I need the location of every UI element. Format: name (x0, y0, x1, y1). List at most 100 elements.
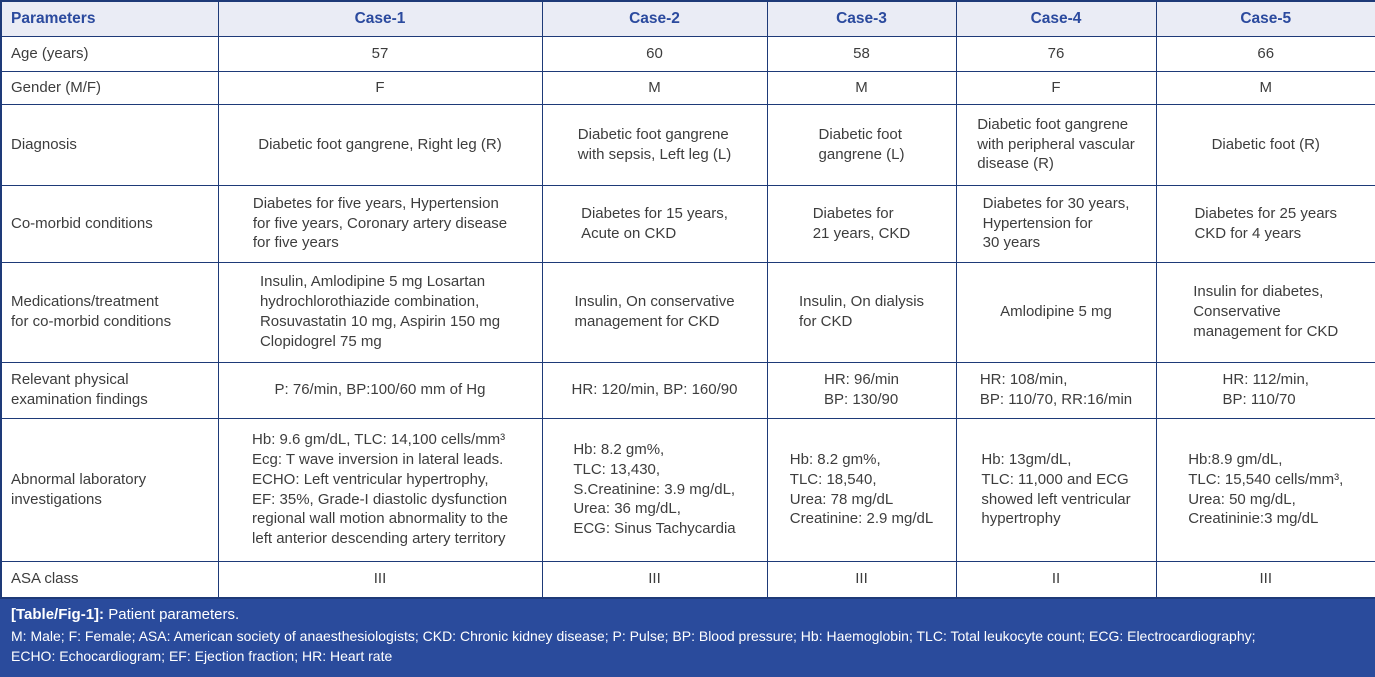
cell-text: M (648, 78, 661, 96)
cell-text: Diabetes for 15 years, Acute on CKD (581, 204, 728, 242)
cell-text: Diabetic foot gangrene with peripheral v… (977, 115, 1135, 173)
cell-text: 60 (646, 44, 663, 62)
data-cell: Insulin, On dialysis for CKD (766, 261, 957, 363)
data-cell: Insulin, Amlodipine 5 mg Losartan hydroc… (217, 261, 543, 363)
cell-text: Diabetes for five years, Hypertension fo… (252, 194, 508, 252)
cell-text: Hb: 8.2 gm%, TLC: 13,430, S.Creatinine: … (573, 441, 736, 538)
data-cell: P: 76/min, BP:100/60 mm of Hg (217, 361, 543, 419)
row-label: Age (years) (0, 35, 219, 72)
table-caption: [Table/Fig-1]: Patient parameters. (11, 606, 1364, 623)
cell-text: Diabetes for 25 years CKD for 4 years (1194, 204, 1338, 242)
data-cell: Hb: 8.2 gm%, TLC: 13,430, S.Creatinine: … (541, 417, 768, 562)
row-label: Relevant physical examination findings (0, 361, 219, 419)
cell-text: Diabetes for 30 years, Hypertension for … (982, 194, 1130, 252)
table-row: Diagnosis Diabetic foot gangrene, Right l… (0, 103, 1375, 186)
data-cell: III (1155, 560, 1375, 599)
row-label: Medications/treatment for co-morbid cond… (0, 261, 219, 363)
data-cell: Diabetes for five years, Hypertension fo… (217, 184, 543, 263)
case-column-header: Case-1 (217, 0, 543, 37)
table-row: Co-morbid conditions Diabetes for five ye… (0, 184, 1375, 263)
cell-text: Diabetic foot (R) (1211, 135, 1320, 153)
table-row: Relevant physical examination findings P:… (0, 361, 1375, 419)
data-cell: Hb:8.9 gm/dL, TLC: 15,540 cells/mm³, Ure… (1155, 417, 1375, 562)
data-cell: Insulin for diabetes, Conservative manag… (1155, 261, 1375, 363)
case-column-header: Case-4 (955, 0, 1157, 37)
cell-text: M (1259, 78, 1273, 96)
data-cell: F (217, 70, 543, 105)
cell-text: F (1051, 78, 1061, 96)
data-cell: M (766, 70, 957, 105)
cell-text: HR: 96/min BP: 130/90 (823, 371, 900, 408)
data-cell: Hb: 8.2 gm%, TLC: 18,540, Urea: 78 mg/dL… (766, 417, 957, 562)
cell-text: Diabetic foot gangrene (L) (818, 125, 905, 163)
data-cell: HR: 108/min, BP: 110/70, RR:16/min (955, 361, 1157, 419)
data-cell: 58 (766, 35, 957, 72)
cell-text: Diabetic foot gangrene, Right leg (R) (258, 135, 502, 153)
data-cell: Hb: 13gm/dL, TLC: 11,000 and ECG showed … (955, 417, 1157, 562)
table-header-row: Parameters Case-1 Case-2 Case-3 Case-4 Case-5 (0, 0, 1375, 37)
data-cell: III (541, 560, 768, 599)
table-row: Abnormal laboratory investigations Hb: 9.… (0, 417, 1375, 562)
data-cell: Diabetic foot gangrene (L) (766, 103, 957, 186)
cell-text: P: 76/min, BP:100/60 mm of Hg (274, 381, 486, 399)
table-row: Gender (M/F) F M M F M (0, 70, 1375, 105)
table-caption-bar: [Table/Fig-1]: Patient parameters. M: Ma… (0, 599, 1375, 677)
cell-text: Hb: 13gm/dL, TLC: 11,000 and ECG showed … (981, 450, 1131, 528)
cell-text: III (373, 570, 387, 588)
abbreviations-footnote-line1: M: Male; F: Female; ASA: American societ… (11, 628, 1256, 644)
cell-text: Diabetic foot gangrene with sepsis, Left… (577, 125, 732, 163)
case-column-header: Case-2 (541, 0, 768, 37)
table-caption-label: [Table/Fig-1]: (11, 606, 105, 623)
patient-parameters-table: Parameters Case-1 Case-2 Case-3 Case-4 Case-5… (0, 0, 1375, 599)
row-label: Gender (M/F) (0, 70, 219, 105)
data-cell: HR: 96/min BP: 130/90 (766, 361, 957, 419)
cell-text: Diabetes for 21 years, CKD (812, 204, 911, 242)
cell-text: Insulin, Amlodipine 5 mg Losartan hydroc… (259, 273, 501, 350)
row-label: ASA class (0, 560, 219, 599)
data-cell: Amlodipine 5 mg (955, 261, 1157, 363)
cell-text: Hb: 9.6 gm/dL, TLC: 14,100 cells/mm³ Ecg… (252, 431, 508, 548)
table-row: Medications/treatment for co-morbid cond… (0, 261, 1375, 363)
data-cell: F (955, 70, 1157, 105)
data-cell: Diabetic foot gangrene with peripheral v… (955, 103, 1157, 186)
data-cell: 57 (217, 35, 543, 72)
cell-text: HR: 112/min, BP: 110/70 (1222, 371, 1309, 408)
data-cell: III (766, 560, 957, 599)
parameters-column-header: Parameters (0, 0, 219, 37)
abbreviations-footnote-line2: ECHO: Echocardiogram; EF: Ejection fract… (11, 648, 393, 665)
data-cell: 76 (955, 35, 1157, 72)
row-label: Abnormal laboratory investigations (0, 417, 219, 562)
cell-text: HR: 108/min, BP: 110/70, RR:16/min (979, 371, 1133, 408)
data-cell: Diabetes for 21 years, CKD (766, 184, 957, 263)
cell-text: Insulin, On dialysis for CKD (798, 293, 925, 330)
data-cell: II (955, 560, 1157, 599)
data-cell: 66 (1155, 35, 1375, 72)
table-row: Age (years) 57 60 58 76 66 (0, 35, 1375, 72)
data-cell: HR: 112/min, BP: 110/70 (1155, 361, 1375, 419)
data-cell: Insulin, On conservative management for … (541, 261, 768, 363)
cell-text: III (855, 570, 868, 588)
cell-text: Amlodipine 5 mg (1000, 303, 1112, 321)
cell-text: F (375, 78, 385, 96)
data-cell: M (541, 70, 768, 105)
cell-text: III (648, 570, 661, 588)
data-cell: Hb: 9.6 gm/dL, TLC: 14,100 cells/mm³ Ecg… (217, 417, 543, 562)
data-cell: Diabetes for 30 years, Hypertension for … (955, 184, 1157, 263)
data-cell: Diabetic foot (R) (1155, 103, 1375, 186)
cell-text: 66 (1257, 44, 1275, 62)
cell-text: 76 (1047, 44, 1065, 62)
data-cell: III (217, 560, 543, 599)
row-label: Co-morbid conditions (0, 184, 219, 263)
data-cell: Diabetes for 15 years, Acute on CKD (541, 184, 768, 263)
table-row: ASA class III III III II III (0, 560, 1375, 599)
data-cell: HR: 120/min, BP: 160/90 (541, 361, 768, 419)
row-label: Diagnosis (0, 103, 219, 186)
cell-text: Insulin, On conservative management for … (574, 293, 735, 330)
case-column-header: Case-5 (1155, 0, 1375, 37)
cell-text: M (855, 78, 868, 96)
case-column-header: Case-3 (766, 0, 957, 37)
cell-text: III (1259, 570, 1272, 588)
data-cell: M (1155, 70, 1375, 105)
cell-text: 57 (371, 44, 389, 62)
